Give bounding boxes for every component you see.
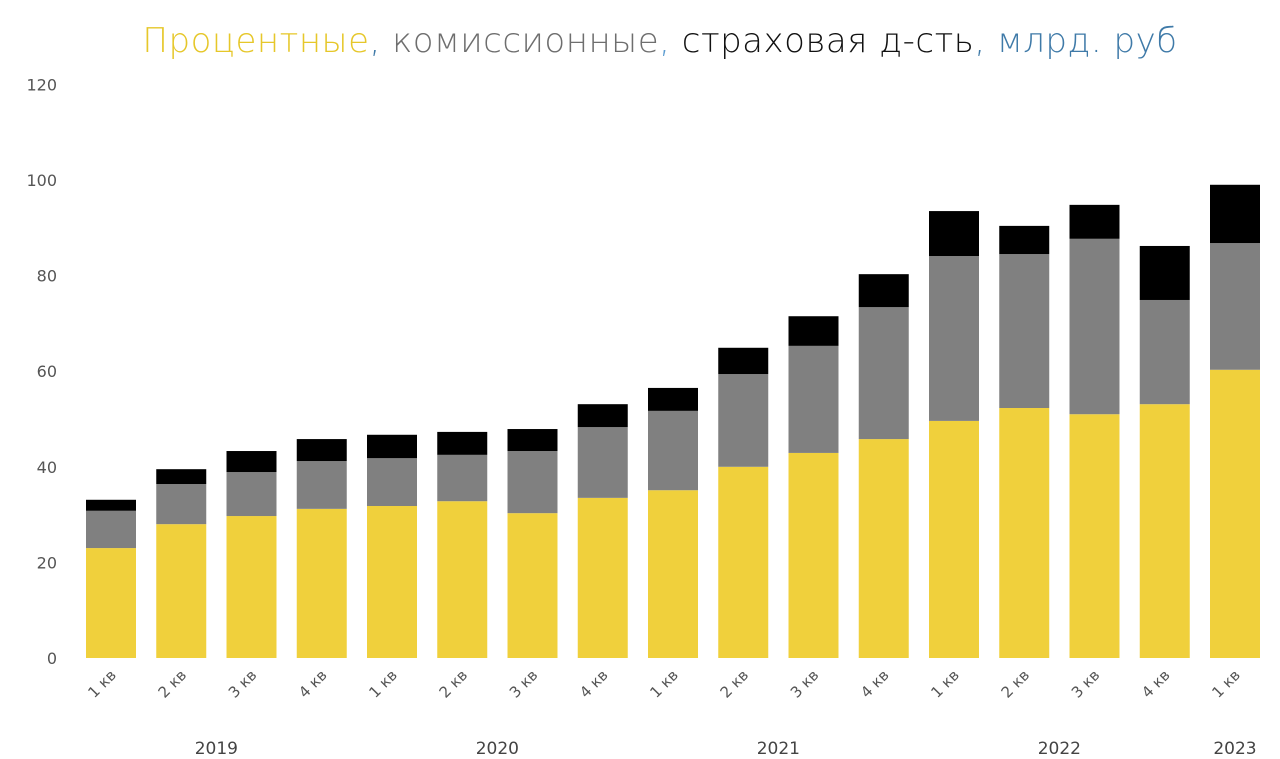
x-tick-label: 1 кв — [646, 666, 682, 702]
bar-segment-commission — [1069, 238, 1120, 415]
x-tick-label: 1 кв — [365, 666, 401, 702]
bar-segment-commission — [507, 451, 558, 514]
x-tick-label: 4 кв — [857, 666, 893, 702]
x-tick-label: 4 кв — [1138, 666, 1174, 702]
year-label: 2019 — [195, 739, 238, 759]
y-tick-label: 80 — [37, 267, 57, 286]
year-label: 2021 — [757, 739, 800, 759]
bar-segment-commission — [437, 454, 488, 502]
y-tick-label: 40 — [37, 458, 57, 477]
bar-segment-commission — [367, 458, 417, 506]
bar-segment-interest — [437, 501, 488, 658]
x-tick-label: 3 кв — [506, 666, 542, 702]
y-tick-label: 0 — [47, 649, 57, 668]
bar-segment-insurance — [999, 225, 1050, 255]
x-tick-label: 1 кв — [1208, 666, 1244, 702]
bar-segment-interest — [1139, 404, 1190, 658]
bar-segment-commission — [929, 256, 979, 421]
bar-segment-commission — [577, 427, 628, 498]
title-part: комиссионные — [392, 21, 660, 61]
title-part: , млрд. руб — [974, 21, 1178, 61]
bar-segment-insurance — [226, 451, 277, 473]
bar-segment-insurance — [858, 274, 909, 308]
bar-segment-interest — [507, 513, 558, 658]
bar-segment-insurance — [1210, 184, 1260, 244]
bar-segment-commission — [718, 374, 769, 467]
bar-segment-insurance — [929, 211, 979, 257]
bar-segment-commission — [858, 307, 909, 440]
bar-segment-interest — [296, 508, 347, 658]
bar-segment-interest — [999, 408, 1050, 658]
year-label: 2020 — [476, 739, 519, 759]
x-tick-label: 3 кв — [787, 666, 823, 702]
title-part: Процентные — [142, 21, 370, 61]
bar-segment-interest — [1069, 414, 1120, 658]
x-tick-label: 3 кв — [1068, 666, 1104, 702]
bar-segment-insurance — [1069, 204, 1120, 239]
y-tick-label: 20 — [37, 553, 57, 572]
bar-segment-interest — [367, 505, 417, 658]
bar-segment-interest — [929, 420, 979, 658]
bar-segment-insurance — [788, 316, 839, 346]
x-tick-label: 4 кв — [576, 666, 612, 702]
bar-segment-commission — [788, 345, 839, 453]
bar-segment-commission — [226, 472, 277, 517]
x-tick-label: 2 кв — [436, 666, 472, 702]
title-part: страховая д-сть — [681, 21, 975, 61]
x-tick-label: 2 кв — [155, 666, 191, 702]
bar-segment-interest — [86, 548, 136, 658]
bar-segment-commission — [1139, 299, 1190, 405]
bar-segment-commission — [156, 484, 207, 525]
bar-segment-interest — [648, 490, 698, 658]
bar-segment-commission — [999, 254, 1050, 409]
x-tick-label: 2 кв — [998, 666, 1034, 702]
bar-segment-interest — [226, 516, 277, 658]
bar-segment-insurance — [1139, 245, 1190, 300]
y-tick-label: 60 — [37, 362, 57, 381]
bar-segment-insurance — [86, 499, 136, 511]
bar-segment-insurance — [648, 387, 698, 411]
bar-segment-insurance — [437, 431, 488, 455]
bar-segment-commission — [648, 410, 698, 491]
bar-segment-insurance — [367, 434, 417, 459]
x-tick-label: 1 кв — [84, 666, 120, 702]
chart-title: Процентные, комиссионные, страховая д-ст… — [140, 18, 1180, 64]
bar-segment-insurance — [507, 429, 558, 452]
bar-segment-insurance — [156, 469, 207, 485]
bar-segment-interest — [156, 524, 207, 658]
year-label: 2022 — [1038, 739, 1081, 759]
x-tick-label: 3 кв — [225, 666, 261, 702]
bar-segment-commission — [86, 510, 136, 549]
bar-segment-interest — [1210, 369, 1260, 658]
title-part: , — [369, 21, 393, 61]
x-tick-label: 4 кв — [295, 666, 331, 702]
bar-segment-interest — [858, 439, 909, 658]
y-tick-label: 120 — [26, 75, 57, 94]
y-tick-label: 100 — [26, 171, 57, 190]
bar-segment-insurance — [718, 347, 769, 375]
bar-segment-interest — [788, 452, 839, 658]
bar-segment-interest — [718, 466, 769, 658]
bar-segment-commission — [296, 461, 347, 509]
x-tick-label: 2 кв — [717, 666, 753, 702]
bar-segment-insurance — [296, 439, 347, 462]
title-part: , — [659, 21, 682, 61]
bar-segment-insurance — [577, 404, 628, 428]
year-label: 2023 — [1213, 739, 1256, 759]
x-tick-label: 1 кв — [927, 666, 963, 702]
bar-segment-interest — [577, 497, 628, 658]
bar-segment-commission — [1210, 243, 1260, 370]
